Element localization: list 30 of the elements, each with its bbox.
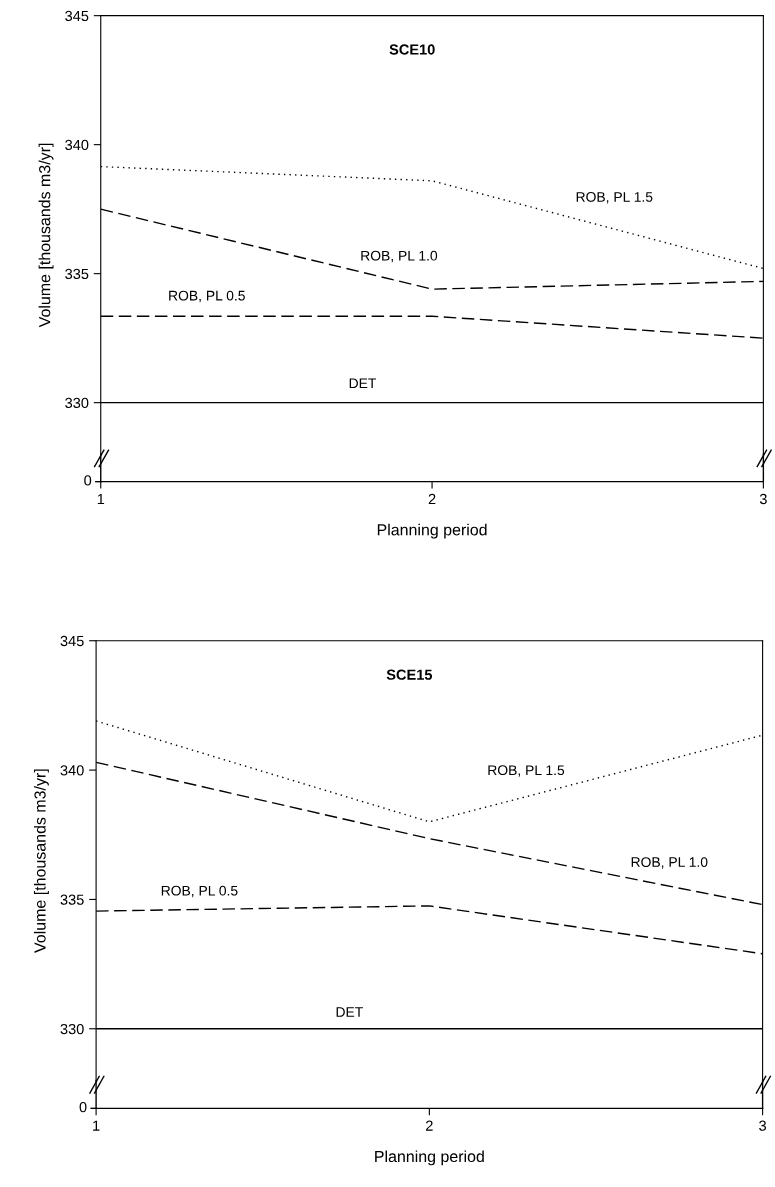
- text: 0: [79, 1101, 87, 1113]
- y-tick-label: 335: [65, 268, 89, 280]
- y-tick-label: 330: [65, 397, 89, 409]
- y-tick-label: 340: [65, 139, 89, 151]
- text: SCE10: [389, 44, 435, 55]
- x-tick-label: 3: [759, 1120, 767, 1131]
- text: 0: [84, 475, 92, 486]
- y-tick-label: 335: [60, 894, 84, 905]
- x-tick-label: 1: [97, 494, 105, 505]
- series-label: ROB, PL 1.0: [631, 857, 708, 869]
- series-label: ROB, PL 0.5: [161, 885, 238, 898]
- y-tick-label: 345: [60, 635, 84, 647]
- y-axis-title: Volume [thousands m3/yr]: [38, 143, 54, 328]
- series-label: ROB, PL 1.0: [361, 250, 438, 263]
- y-axis-title: Volume [thousands m3/yr]: [33, 769, 49, 953]
- y-tick-label: 330: [60, 1023, 84, 1035]
- x-tick-label: 1: [93, 1120, 100, 1131]
- series-label: ROB, PL 1.5: [488, 765, 565, 777]
- x-tick-label: 2: [428, 493, 436, 505]
- x-tick-label: 2: [426, 1120, 433, 1131]
- x-tick-label: 3: [759, 493, 767, 505]
- series-label: ROB, PL 0.5: [169, 290, 245, 303]
- x-axis-title: Planning period: [377, 523, 487, 539]
- series-label: DET: [349, 378, 377, 389]
- x-axis-title: Planning period: [375, 1150, 484, 1166]
- y-tick-label: 340: [60, 765, 84, 776]
- y-tick-label: 345: [65, 10, 89, 22]
- series-label: DET: [336, 1007, 363, 1017]
- series-label: ROB, PL 1.5: [576, 192, 653, 204]
- text: SCE15: [386, 669, 433, 680]
